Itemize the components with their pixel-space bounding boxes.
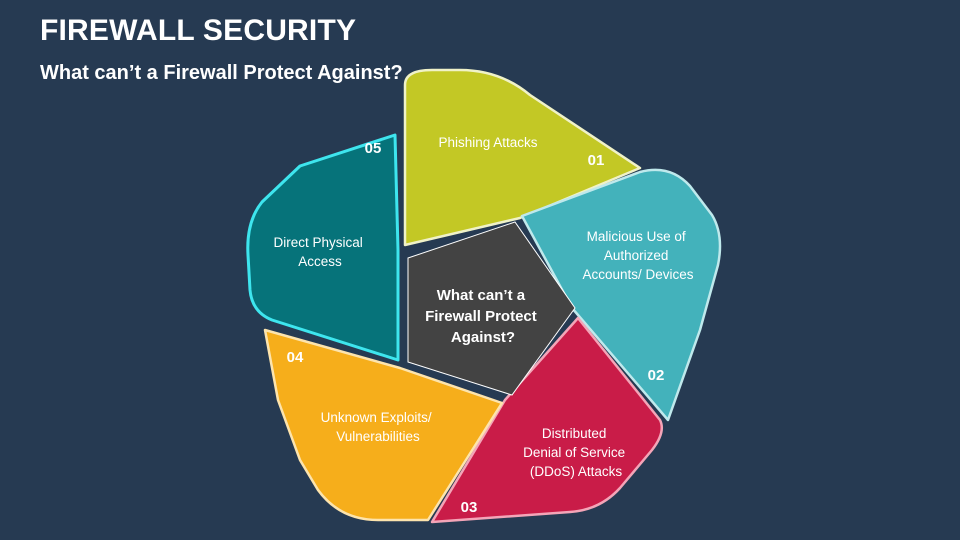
segment-04-label: Unknown Exploits/ Vulnerabilities (321, 410, 436, 444)
center-label: What can’t a Firewall Protect Against? (425, 287, 541, 346)
segment-05-label: Direct Physical Access (273, 235, 366, 269)
segment-03[interactable]: Distributed Denial of Service (DDoS) Att… (430, 316, 663, 524)
segment-05[interactable]: Direct Physical Access 05 (246, 133, 400, 362)
segment-01-label: Phishing Attacks (438, 135, 537, 150)
segment-01[interactable]: Phishing Attacks 01 (403, 68, 642, 247)
center-pentagon: What can’t a Firewall Protect Against? (407, 221, 576, 396)
segment-04-number: 04 (287, 349, 304, 366)
segment-05-number: 05 (365, 140, 382, 157)
segment-01-number: 01 (588, 152, 605, 169)
segment-01-shape (403, 68, 642, 247)
segment-04-shape (263, 328, 504, 522)
segment-02[interactable]: Malicious Use of Authorized Accounts/ De… (520, 168, 722, 422)
segment-02-label: Malicious Use of Authorized Accounts/ De… (582, 229, 693, 282)
segment-05-shape (246, 133, 400, 362)
segment-02-shape (520, 168, 722, 422)
center-shape (407, 221, 576, 396)
segment-03-label: Distributed Denial of Service (DDoS) Att… (523, 426, 629, 479)
segment-03-shape (430, 316, 663, 524)
page-subtitle: What can’t a Firewall Protect Against? (40, 62, 403, 84)
segment-04[interactable]: Unknown Exploits/ Vulnerabilities 04 (263, 328, 504, 522)
segment-03-number: 03 (461, 499, 478, 516)
page-title: FIREWALL SECURITY (40, 14, 357, 47)
segment-02-number: 02 (648, 367, 665, 384)
